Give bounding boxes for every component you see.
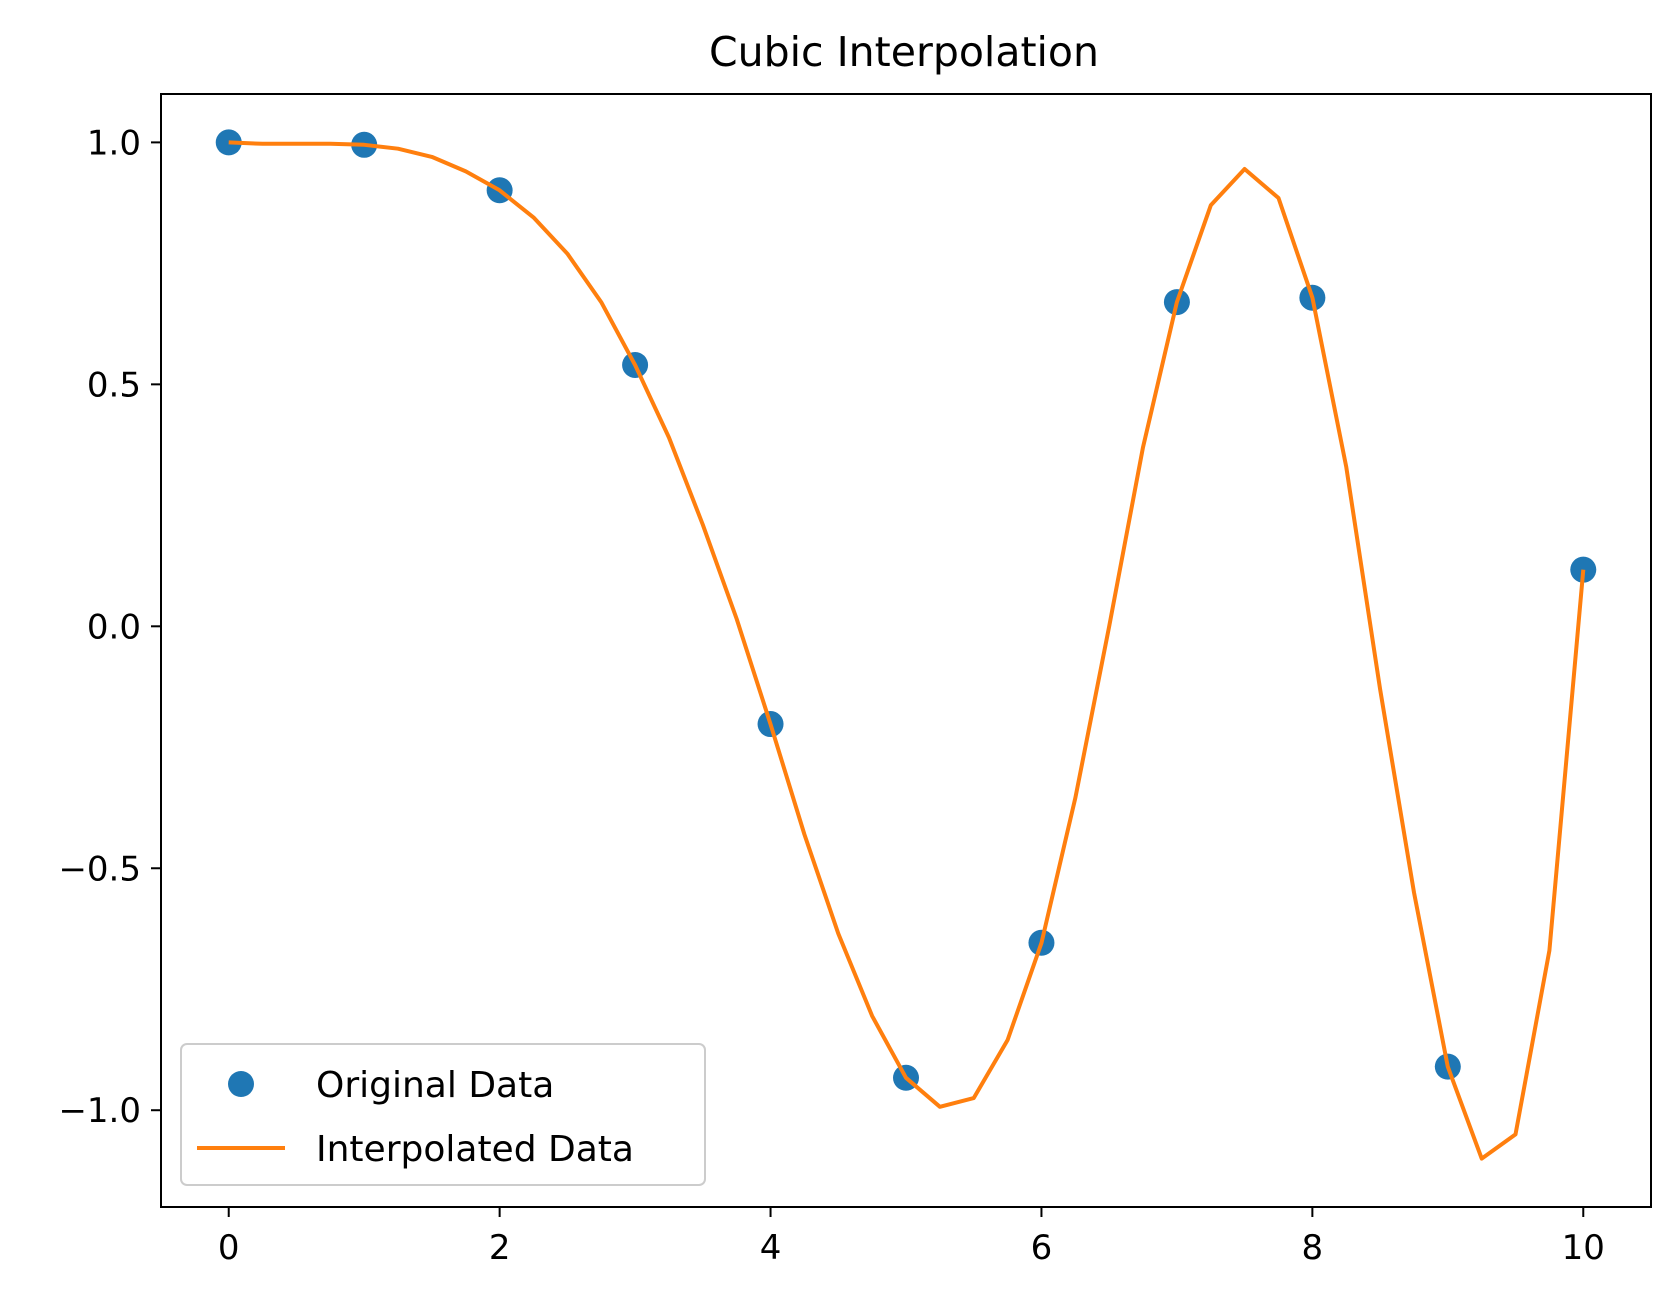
y-tick-label: 1.0 <box>87 123 141 163</box>
legend-box <box>180 1043 706 1186</box>
x-tick-label: 2 <box>489 1228 511 1268</box>
x-tick-label: 6 <box>1031 1228 1053 1268</box>
y-tick-label: −1.0 <box>58 1091 141 1131</box>
y-tick-label: −0.5 <box>58 849 141 889</box>
interpolated-data-line <box>228 140 1586 1161</box>
legend-label: Original Data <box>316 1065 554 1106</box>
legend-marker-original <box>228 1071 254 1097</box>
x-tick-label: 0 <box>218 1228 240 1268</box>
x-tick-label: 8 <box>1302 1228 1324 1268</box>
axes-frame <box>160 93 1652 1208</box>
plot-area <box>160 93 1652 1208</box>
chart-title: Cubic Interpolation <box>709 28 1099 76</box>
x-axis: 0 2 4 6 8 10 <box>218 1207 1605 1268</box>
y-tick-label: 0.5 <box>87 365 141 405</box>
legend: Original Data Interpolated Data <box>180 1043 706 1186</box>
y-axis: 1.0 0.5 0.0 −0.5 −1.0 <box>58 123 161 1131</box>
x-tick-label: 10 <box>1562 1228 1605 1268</box>
original-data-point <box>1570 556 1597 583</box>
x-tick-label: 4 <box>760 1228 782 1268</box>
y-tick-label: 0.0 <box>87 607 141 647</box>
legend-label: Interpolated Data <box>316 1129 634 1170</box>
